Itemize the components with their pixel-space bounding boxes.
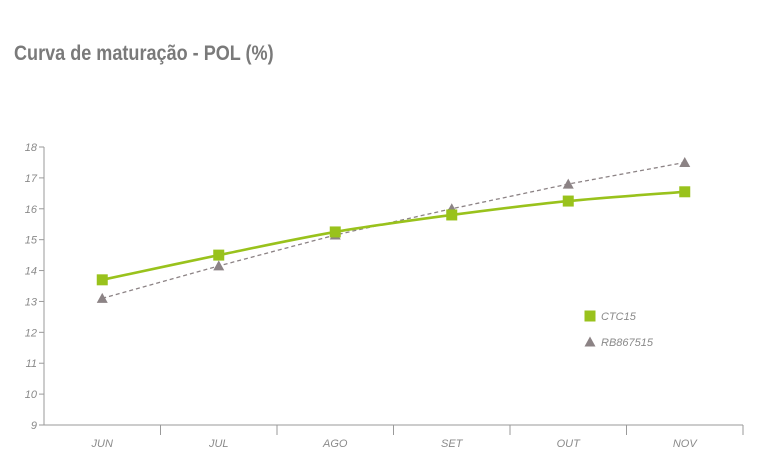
x-tick-label: SET	[441, 438, 464, 450]
x-tick-label: JUL	[208, 438, 229, 450]
x-tick-label: JUN	[91, 438, 113, 450]
data-point-RB867515	[562, 178, 574, 189]
data-point-CTC15	[562, 195, 574, 207]
data-point-CTC15	[213, 249, 225, 261]
data-point-RB867515	[679, 156, 691, 167]
legend: CTC15 RB867515	[584, 310, 654, 349]
x-tick-label: NOV	[673, 438, 699, 450]
y-tick-label: 17	[25, 173, 38, 185]
legend-marker-CTC15	[584, 310, 596, 322]
data-point-CTC15	[679, 186, 691, 198]
x-tick-label: AGO	[322, 438, 348, 450]
y-tick-label: 13	[25, 296, 38, 308]
data-point-CTC15	[96, 274, 108, 286]
legend-label: CTC15	[601, 311, 637, 323]
series-markers	[96, 156, 691, 303]
y-tick-label: 12	[25, 327, 37, 339]
data-point-CTC15	[329, 226, 341, 238]
y-axis: 9 10 11 12 13 14 15 16 17 18	[25, 142, 45, 432]
y-tick-label: 15	[25, 235, 38, 247]
data-point-RB867515	[213, 260, 225, 271]
y-tick-label: 16	[25, 204, 38, 216]
y-tick-label: 18	[25, 142, 38, 154]
legend-marker-RB867515	[584, 336, 596, 347]
series-lines	[101, 161, 685, 299]
series-line-CTC15	[101, 190, 685, 282]
data-point-RB867515	[96, 292, 108, 303]
y-tick-label: 14	[25, 266, 37, 278]
y-tick-label: 10	[25, 389, 38, 401]
legend-label: RB867515	[601, 337, 654, 349]
x-tick-label: OUT	[557, 438, 582, 450]
y-tick-label: 11	[26, 358, 37, 370]
chart-title: Curva de maturação - POL (%)	[14, 42, 274, 65]
series-line-RB867515	[102, 161, 685, 299]
y-tick-label: 9	[31, 420, 37, 432]
data-point-CTC15	[446, 209, 458, 221]
x-axis: JUN JUL AGO SET OUT NOV	[44, 424, 744, 450]
